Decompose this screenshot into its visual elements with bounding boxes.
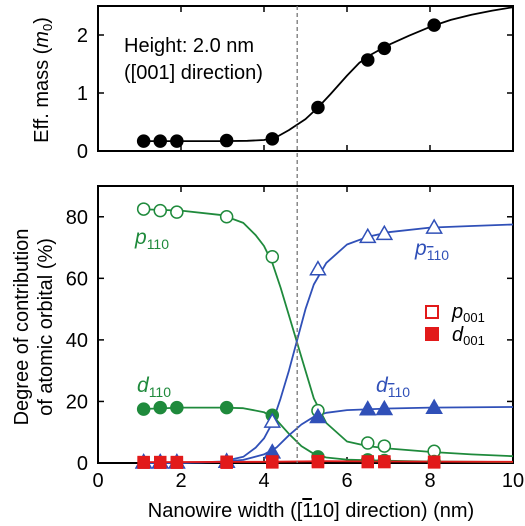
data-point	[377, 41, 392, 56]
p110-point	[375, 224, 394, 241]
d001-point	[266, 456, 279, 469]
y-tick-label: 0	[77, 141, 88, 163]
bottom-plot-frame	[97, 185, 514, 464]
d001-point	[427, 456, 441, 469]
label-d110: d110	[137, 374, 171, 400]
p110-point	[136, 202, 151, 216]
label-d1b10: d110	[376, 374, 410, 400]
d001-point	[170, 456, 184, 469]
label-p110: p110	[134, 226, 169, 252]
p110-point	[265, 250, 280, 264]
data-point	[153, 134, 167, 148]
y-tick-label: 60	[66, 268, 88, 290]
p110-point	[309, 260, 327, 276]
p110-point	[170, 205, 184, 219]
x-tick-label: 8	[424, 470, 435, 492]
top-ylabel: Eff. mass (m0)	[31, 17, 55, 143]
p110-point	[358, 227, 377, 244]
fit-curve	[139, 460, 514, 463]
data-point	[311, 100, 325, 115]
p110-point	[153, 203, 167, 218]
y-tick-label: 20	[66, 391, 88, 413]
p110-point	[377, 439, 392, 453]
d001-point	[361, 455, 374, 469]
data-point	[361, 53, 375, 67]
x-tick-label: 6	[341, 470, 352, 492]
top-plot-frame	[97, 5, 514, 152]
labels: Eff. mass (m0) Height: 2.0 nm ([001] dir…	[11, 17, 485, 522]
d001-point	[378, 455, 391, 469]
p110-point	[425, 218, 443, 234]
d110-point	[309, 407, 327, 424]
d110-point	[153, 400, 167, 415]
legend-label-p001: p001	[451, 301, 485, 325]
x-tick-label: 10	[502, 470, 524, 492]
y-tick-label: 0	[77, 453, 88, 475]
d110-point	[425, 398, 443, 414]
p110-point	[263, 412, 282, 428]
d110-point	[219, 400, 234, 415]
annotation-line2: ([001] direction)	[124, 62, 263, 84]
annotation-line1: Height: 2.0 nm	[124, 35, 254, 57]
legend-marker-d001	[425, 327, 439, 341]
d001-point	[137, 456, 150, 469]
d110-point	[136, 402, 151, 416]
p110-point	[361, 436, 375, 450]
x-tick-label: 4	[258, 470, 269, 492]
x-tick-label: 2	[175, 470, 186, 492]
y-tick-label: 80	[66, 207, 88, 229]
data-point	[427, 18, 441, 32]
y-tick-label: 40	[66, 330, 88, 352]
data-point	[265, 132, 280, 146]
label-p1b10: p110	[414, 237, 449, 263]
x-tick-label: 0	[92, 470, 103, 492]
d110-point	[170, 400, 184, 415]
x-axis-label: Nanowire width ([110] direction) (nm)	[148, 500, 474, 522]
d110-point	[375, 399, 394, 416]
d001-point	[311, 455, 325, 469]
y-tick-label: 1	[77, 83, 88, 105]
fit-curve	[139, 6, 514, 142]
p110-point	[219, 210, 234, 224]
data-point	[136, 134, 151, 148]
fit-curve	[139, 406, 514, 464]
data-point	[170, 134, 184, 148]
bottom-ylabel-line1: Degree of contribution	[11, 229, 33, 426]
legend-label-d001: d001	[452, 324, 485, 348]
y-tick-label: 2	[77, 25, 88, 47]
d001-point	[154, 456, 167, 469]
d001-point	[220, 456, 233, 469]
bottom-ylabel-line2: of atomic orbital (%)	[35, 238, 57, 416]
legend-marker-p001	[425, 305, 439, 319]
d110-point	[358, 400, 377, 416]
data-point	[219, 133, 234, 148]
